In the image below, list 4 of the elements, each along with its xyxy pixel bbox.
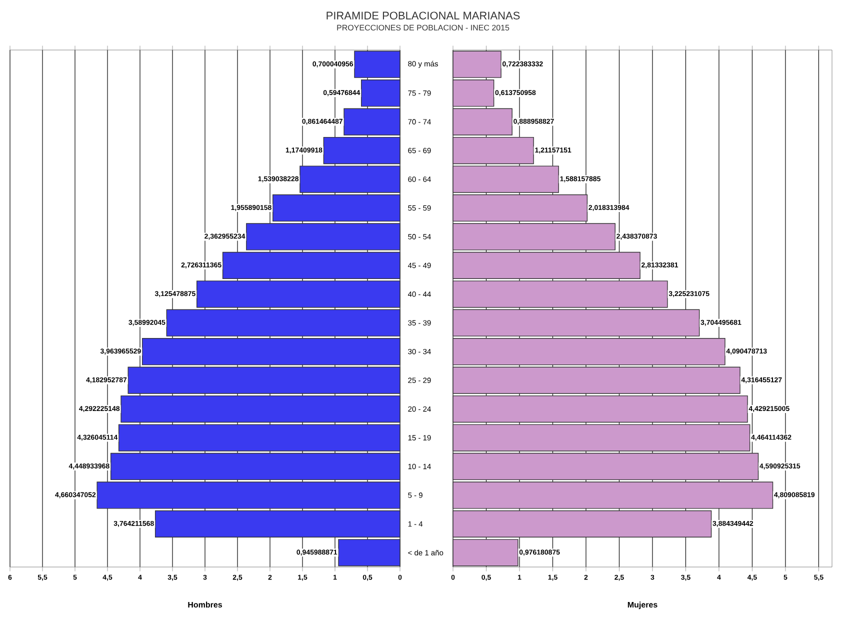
text: PIRAMIDE POBLACIONAL MARIANAS	[326, 12, 520, 20]
x-axis-title: Hombres	[188, 602, 222, 608]
text: PROYECCIONES DE POBLACION - INEC 2015	[337, 24, 510, 30]
x-axis-title: Mujeres	[628, 602, 658, 610]
